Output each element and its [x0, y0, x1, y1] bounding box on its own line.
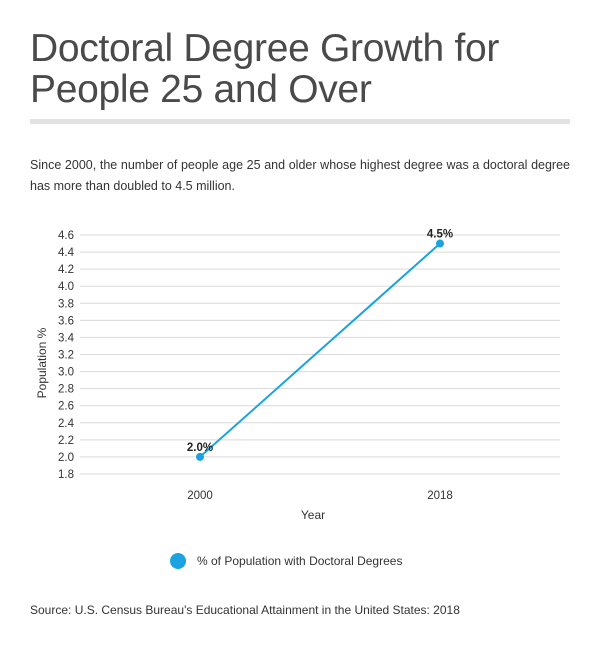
y-tick-label: 2.2 — [58, 435, 74, 447]
y-tick-label: 2.0 — [58, 452, 74, 464]
series-lines — [199, 242, 441, 458]
y-tick-label: 3.8 — [58, 298, 74, 310]
y-tick-label: 4.4 — [58, 247, 75, 259]
y-tick-label: 2.8 — [58, 384, 74, 396]
y-tick-label: 1.8 — [58, 469, 74, 481]
y-axis-ticks: 1.8 2.0 2.2 2.4 2.6 2.8 3.0 3.2 3.4 3.6 3.8 4.0 4.2 4… — [58, 230, 75, 481]
y-axis-label: Population % — [35, 327, 49, 398]
data-point[interactable] — [196, 452, 204, 461]
y-tick-label: 2.4 — [58, 418, 75, 430]
data-label: 2.0% — [187, 442, 213, 454]
y-tick-label: 3.0 — [58, 367, 74, 379]
chart-subtitle: Since 2000, the number of people age 25 … — [30, 158, 570, 193]
data-label: 4.5% — [427, 229, 453, 241]
legend-label: % of Population with Doctoral Degrees — [197, 554, 403, 568]
source-note: Source: U.S. Census Bureau's Educational… — [30, 603, 460, 617]
data-points — [196, 239, 444, 461]
legend-marker — [170, 553, 186, 569]
x-tick-label: 2000 — [187, 490, 213, 502]
y-tick-label: 4.6 — [58, 230, 74, 242]
x-axis-ticks: 2000 2018 — [187, 490, 453, 502]
y-tick-label: 3.2 — [58, 350, 74, 362]
y-tick-label: 2.6 — [58, 401, 74, 413]
line-chart: 1.8 2.0 2.2 2.4 2.6 2.8 3.0 3.2 3.4 3.6 3.8 4.0 4.2 4… — [35, 229, 560, 522]
legend: % of Population with Doctoral Degrees — [170, 551, 402, 571]
x-axis-label: Year — [301, 508, 325, 522]
data-labels: 2.0% 4.5% — [187, 229, 453, 454]
y-tick-label: 4.0 — [58, 281, 74, 293]
y-tick-label: 3.4 — [58, 332, 75, 344]
y-tick-label: 3.6 — [58, 315, 74, 327]
data-point[interactable] — [436, 239, 444, 248]
x-tick-label: 2018 — [427, 490, 453, 502]
y-tick-label: 4.2 — [58, 264, 74, 276]
chart-title: Doctoral Degree Growth for People 25 and… — [30, 27, 500, 111]
title-divider — [30, 119, 570, 124]
series-line — [199, 242, 441, 458]
grid-lines — [80, 234, 560, 475]
